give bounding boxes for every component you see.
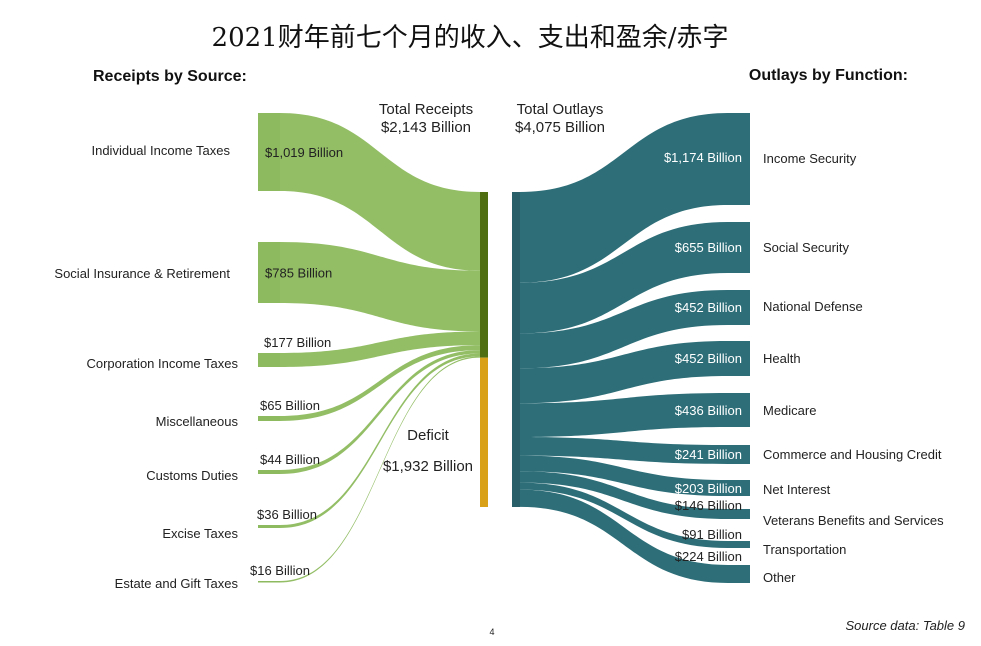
total-receipts-label: Total Receipts — [379, 101, 473, 118]
receipt-node-social-insurance-retirement — [258, 242, 280, 303]
outlay-flow-social-security — [520, 222, 728, 334]
outlay-flow-other — [520, 489, 728, 583]
total-outlays-label: Total Outlays — [517, 101, 604, 118]
total-receipts-value: $2,143 Billion — [381, 119, 471, 136]
outlay-value-net-interest: $203 Billion — [675, 481, 742, 496]
outlay-category-income-security: Income Security — [763, 151, 857, 166]
deficit-label: Deficit — [407, 427, 450, 444]
outlay-flow-national-defense — [520, 290, 728, 369]
receipt-category-customs-duties: Customs Duties — [146, 468, 238, 483]
receipt-value-social-insurance-retirement: $785 Billion — [265, 266, 332, 281]
outlay-node-transportation — [728, 541, 750, 548]
outlay-category-veterans-benefits-and-services: Veterans Benefits and Services — [763, 513, 944, 528]
outlay-category-medicare: Medicare — [763, 403, 816, 418]
receipt-category-social-insurance-retirement: Social Insurance & Retirement — [54, 266, 230, 281]
deficit-bar — [480, 357, 488, 507]
outlay-category-transportation: Transportation — [763, 542, 846, 557]
outlay-flow-income-security — [520, 113, 728, 283]
outlay-value-other: $224 Billion — [675, 549, 742, 564]
outlay-node-social-security — [728, 222, 750, 273]
receipt-node-estate-and-gift-taxes — [258, 581, 280, 583]
receipt-category-estate-and-gift-taxes: Estate and Gift Taxes — [115, 576, 239, 591]
receipt-value-customs-duties: $44 Billion — [260, 452, 320, 467]
outlay-node-health — [728, 341, 750, 376]
bar-layer — [480, 192, 520, 507]
receipt-category-excise-taxes: Excise Taxes — [162, 526, 238, 541]
outlay-category-commerce-and-housing-credit: Commerce and Housing Credit — [763, 447, 942, 462]
receipt-flow-excise-taxes — [280, 353, 480, 528]
outlay-node-medicare — [728, 393, 750, 427]
outlay-category-other: Other — [763, 570, 796, 585]
outlay-flow-health — [520, 341, 728, 404]
source-note: Source data: Table 9 — [846, 618, 966, 633]
outlays-heading: Outlays by Function: — [749, 67, 908, 84]
outlay-node-national-defense — [728, 290, 750, 325]
receipt-value-excise-taxes: $36 Billion — [257, 507, 317, 522]
outlay-flow-net-interest — [520, 455, 728, 496]
chart-title: 2021财年前七个月的收入、支出和盈余/赤字 — [212, 23, 729, 53]
outlay-flow-medicare — [520, 393, 728, 437]
outlay-flow-commerce-and-housing-credit — [520, 436, 728, 464]
outlay-node-net-interest — [728, 480, 750, 496]
receipt-flow-customs-duties — [280, 350, 480, 474]
receipt-flow-individual-income-taxes — [280, 113, 480, 271]
receipts-total-bar — [480, 192, 488, 358]
total-outlays-value: $4,075 Billion — [515, 119, 605, 136]
receipt-flow-social-insurance-retirement — [280, 242, 480, 332]
receipt-flow-estate-and-gift-taxes — [280, 356, 480, 583]
receipt-category-corporation-income-taxes: Corporation Income Taxes — [86, 356, 238, 371]
receipt-node-individual-income-taxes — [258, 113, 280, 191]
outlay-value-social-security: $655 Billion — [675, 240, 742, 255]
label-layer: Individual Income Taxes $1,019 Billion Soc… — [54, 143, 944, 591]
receipt-node-customs-duties — [258, 470, 280, 474]
receipt-value-estate-and-gift-taxes: $16 Billion — [250, 563, 310, 578]
receipts-heading: Receipts by Source: — [93, 68, 247, 85]
outlay-node-veterans-benefits-and-services — [728, 509, 750, 519]
outlay-node-commerce-and-housing-credit — [728, 445, 750, 464]
outlay-flow-veterans-benefits-and-services — [520, 471, 728, 519]
receipt-flow-miscellaneous — [280, 345, 480, 421]
receipt-value-individual-income-taxes: $1,019 Billion — [265, 145, 343, 160]
flow-layer — [258, 113, 750, 583]
outlay-value-health: $452 Billion — [675, 351, 742, 366]
outlay-value-veterans-benefits-and-services: $146 Billion — [675, 498, 742, 513]
outlay-value-medicare: $436 Billion — [675, 403, 742, 418]
receipt-category-miscellaneous: Miscellaneous — [156, 414, 239, 429]
outlay-node-other — [728, 565, 750, 583]
page-number: 4 — [489, 627, 494, 637]
receipt-node-excise-taxes — [258, 525, 280, 528]
outlay-value-income-security: $1,174 Billion — [664, 150, 742, 165]
outlays-total-bar — [512, 192, 520, 507]
receipt-node-corporation-income-taxes — [258, 353, 280, 367]
outlay-value-commerce-and-housing-credit: $241 Billion — [675, 447, 742, 462]
outlay-value-transportation: $91 Billion — [682, 527, 742, 542]
outlay-value-national-defense: $452 Billion — [675, 300, 742, 315]
receipt-flow-corporation-income-taxes — [280, 331, 480, 367]
receipt-category-individual-income-taxes: Individual Income Taxes — [91, 143, 230, 158]
outlay-category-social-security: Social Security — [763, 240, 849, 255]
outlay-category-health: Health — [763, 351, 801, 366]
receipt-value-miscellaneous: $65 Billion — [260, 398, 320, 413]
outlay-flow-transportation — [520, 482, 728, 548]
outlay-node-income-security — [728, 113, 750, 205]
outlay-category-net-interest: Net Interest — [763, 482, 831, 497]
deficit-value: $1,932 Billion — [383, 458, 473, 475]
receipt-node-miscellaneous — [258, 416, 280, 421]
outlay-category-national-defense: National Defense — [763, 299, 863, 314]
receipt-value-corporation-income-taxes: $177 Billion — [264, 335, 331, 350]
